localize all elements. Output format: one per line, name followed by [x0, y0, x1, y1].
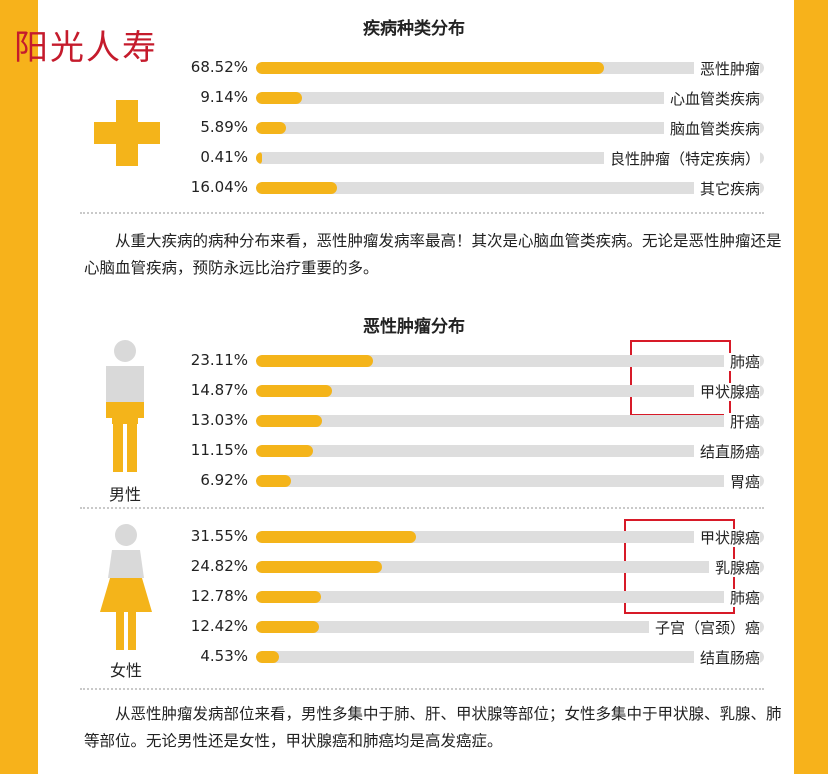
bar-track — [256, 355, 764, 367]
category-label: 心血管类疾病 — [663, 90, 760, 108]
category-label-wrap: 恶性肿瘤 — [693, 58, 760, 79]
cancer-chart-title: 恶性肿瘤分布 — [363, 317, 465, 337]
bar — [256, 62, 605, 74]
bar — [256, 415, 323, 427]
female-label: 女性 — [109, 661, 142, 680]
bar — [256, 122, 286, 134]
value-label: 68.52% — [190, 58, 248, 76]
bar — [256, 531, 417, 543]
bar-track — [256, 445, 764, 457]
value-label: 12.78% — [190, 587, 248, 605]
bar — [256, 355, 374, 367]
bar-track — [256, 92, 764, 104]
category-label: 子宫（宫颈）癌 — [648, 619, 760, 637]
brand-watermark: 阳光人寿 — [14, 28, 158, 68]
value-label: 13.03% — [190, 411, 248, 429]
male-figure-icon — [106, 340, 144, 472]
bar — [256, 92, 303, 104]
highlight-box-male — [630, 340, 731, 416]
bar-track — [256, 621, 764, 633]
value-label: 6.92% — [200, 471, 248, 489]
category-label: 其它疾病 — [693, 180, 760, 198]
left-accent-band — [0, 0, 38, 774]
category-label-wrap: 乳腺癌 — [708, 557, 760, 578]
category-label-wrap: 结直肠癌 — [693, 647, 760, 668]
category-label-wrap: 结直肠癌 — [693, 441, 760, 462]
bar — [256, 475, 292, 487]
bar — [256, 561, 383, 573]
category-label: 脑血管类疾病 — [663, 120, 760, 138]
plus-cross-icon — [94, 100, 160, 166]
category-label-wrap: 甲状腺癌 — [693, 381, 760, 402]
category-label-wrap: 肝癌 — [723, 411, 760, 432]
disease-chart-title: 疾病种类分布 — [363, 19, 465, 39]
category-label: 肺癌 — [723, 589, 760, 607]
divider-2 — [80, 507, 764, 509]
bar — [256, 621, 320, 633]
category-label-wrap: 脑血管类疾病 — [663, 118, 760, 139]
category-label: 肺癌 — [723, 353, 760, 371]
category-label: 乳腺癌 — [708, 559, 760, 577]
cancer-summary-text: 从恶性肿瘤发病部位来看，男性多集中于肺、肝、甲状腺等部位；女性多集中于甲状腺、乳… — [84, 705, 782, 750]
category-label: 甲状腺癌 — [693, 383, 760, 401]
category-label: 良性肿瘤（特定疾病） — [603, 150, 760, 168]
bar-track — [256, 62, 764, 74]
value-label: 0.41% — [200, 148, 248, 166]
bar-track — [256, 182, 764, 194]
category-label-wrap: 肺癌 — [723, 351, 760, 372]
value-label: 31.55% — [190, 527, 248, 545]
bar-track — [256, 591, 764, 603]
category-label-wrap: 良性肿瘤（特定疾病） — [603, 148, 760, 169]
bar — [256, 591, 321, 603]
divider-1 — [80, 212, 764, 214]
disease-summary-text: 从重大疾病的病种分布来看，恶性肿瘤发病率最高！其次是心脑血管类疾病。无论是恶性肿… — [84, 232, 782, 277]
category-label-wrap: 甲状腺癌 — [693, 527, 760, 548]
value-label: 4.53% — [200, 647, 248, 665]
value-label: 16.04% — [190, 178, 248, 196]
bar — [256, 152, 262, 164]
category-label: 胃癌 — [723, 473, 760, 491]
bar — [256, 445, 313, 457]
category-label-wrap: 子宫（宫颈）癌 — [648, 617, 760, 638]
category-label: 恶性肿瘤 — [693, 60, 760, 78]
value-label: 23.11% — [190, 351, 248, 369]
bar — [256, 385, 332, 397]
category-label-wrap: 肺癌 — [723, 587, 760, 608]
bar-track — [256, 531, 764, 543]
category-label-wrap: 其它疾病 — [693, 178, 760, 199]
category-label: 结直肠癌 — [693, 443, 760, 461]
category-label: 甲状腺癌 — [693, 529, 760, 547]
right-accent-band — [794, 0, 828, 774]
bar-track — [256, 561, 764, 573]
bar — [256, 651, 279, 663]
category-label: 肝癌 — [723, 413, 760, 431]
category-label: 结直肠癌 — [693, 649, 760, 667]
category-label-wrap: 心血管类疾病 — [663, 88, 760, 109]
value-label: 24.82% — [190, 557, 248, 575]
bar-track — [256, 122, 764, 134]
male-label: 男性 — [108, 485, 141, 504]
bar-track — [256, 385, 764, 397]
bar — [256, 182, 338, 194]
value-label: 11.15% — [190, 441, 248, 459]
bar-track — [256, 651, 764, 663]
category-label-wrap: 胃癌 — [723, 471, 760, 492]
value-label: 9.14% — [200, 88, 248, 106]
value-label: 5.89% — [200, 118, 248, 136]
bar-track — [256, 415, 764, 427]
value-label: 14.87% — [190, 381, 248, 399]
value-label: 12.42% — [190, 617, 248, 635]
female-figure-icon — [100, 524, 152, 650]
divider-3 — [80, 688, 764, 690]
bar-track — [256, 475, 764, 487]
